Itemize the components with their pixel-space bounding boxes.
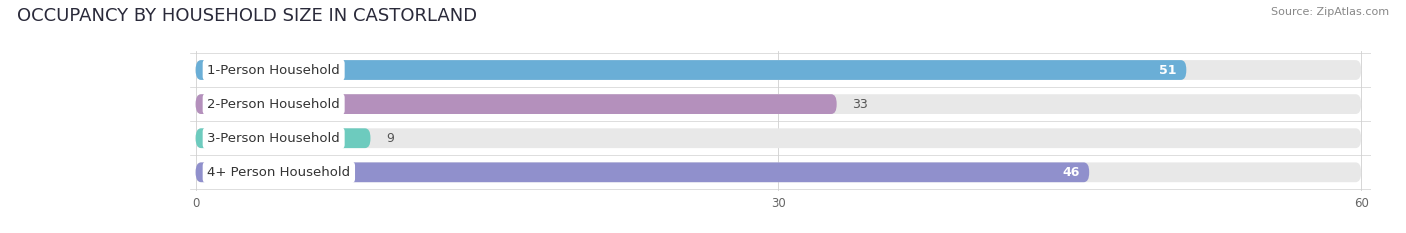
FancyBboxPatch shape	[195, 128, 1361, 148]
Text: 3-Person Household: 3-Person Household	[207, 132, 340, 145]
FancyBboxPatch shape	[195, 128, 370, 148]
FancyBboxPatch shape	[195, 94, 837, 114]
FancyBboxPatch shape	[195, 60, 1187, 80]
Text: 46: 46	[1062, 166, 1080, 179]
FancyBboxPatch shape	[195, 94, 1361, 114]
Text: 1-Person Household: 1-Person Household	[207, 64, 340, 76]
Text: 33: 33	[852, 98, 868, 111]
FancyBboxPatch shape	[195, 162, 1361, 182]
Text: 4+ Person Household: 4+ Person Household	[207, 166, 350, 179]
FancyBboxPatch shape	[195, 60, 1361, 80]
Text: 2-Person Household: 2-Person Household	[207, 98, 340, 111]
Text: OCCUPANCY BY HOUSEHOLD SIZE IN CASTORLAND: OCCUPANCY BY HOUSEHOLD SIZE IN CASTORLAN…	[17, 7, 477, 25]
FancyBboxPatch shape	[195, 162, 1090, 182]
Text: 51: 51	[1159, 64, 1177, 76]
Text: 9: 9	[387, 132, 394, 145]
Text: Source: ZipAtlas.com: Source: ZipAtlas.com	[1271, 7, 1389, 17]
